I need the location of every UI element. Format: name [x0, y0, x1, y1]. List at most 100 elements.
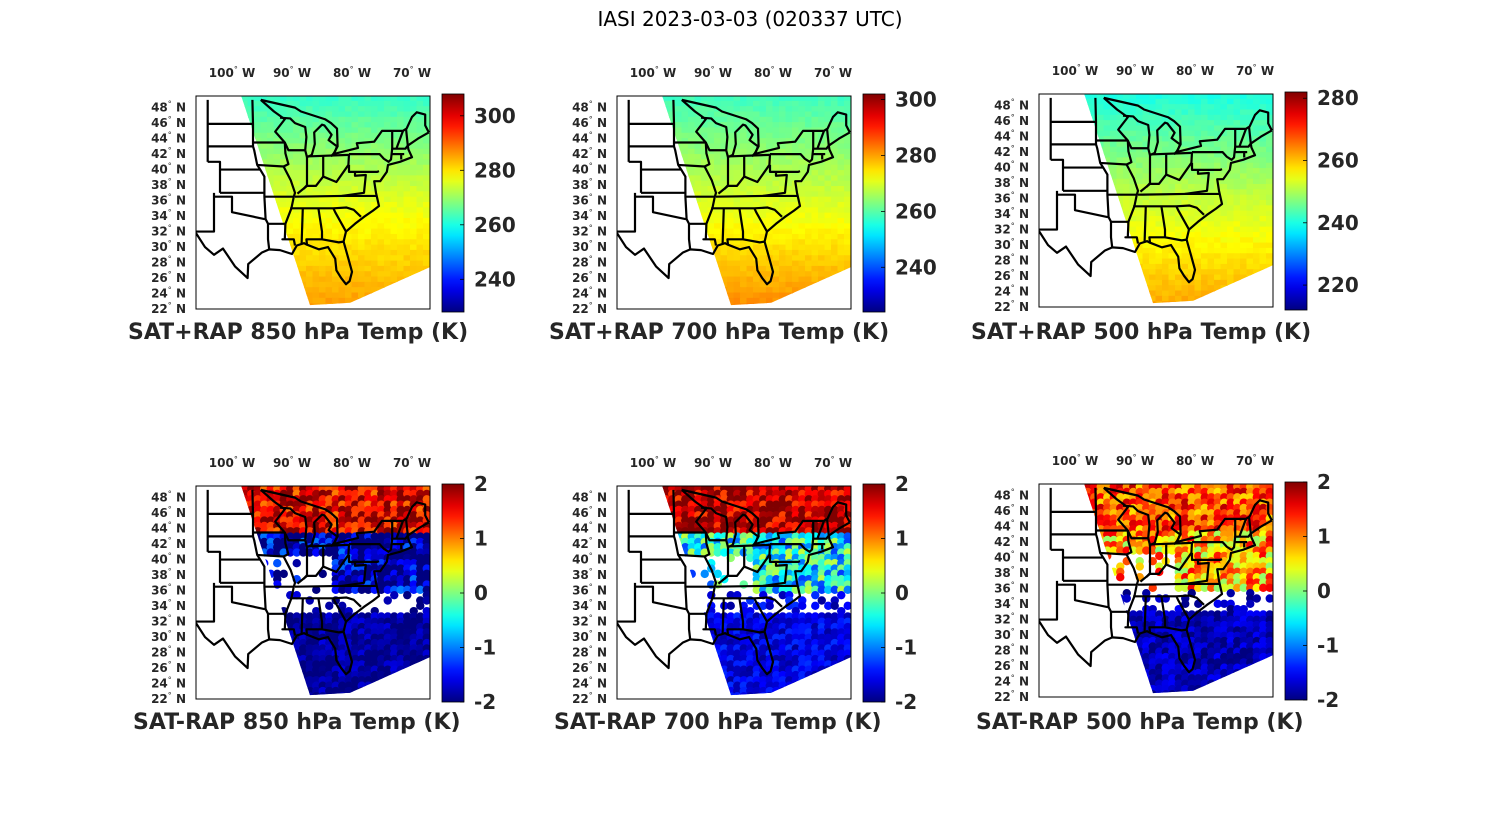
data-cell	[1233, 263, 1241, 271]
data-cell	[707, 287, 715, 294]
data-cell	[785, 96, 793, 102]
data-cell	[1207, 189, 1215, 196]
data-cell	[1266, 94, 1273, 100]
data-cell	[675, 100, 683, 108]
data-cell	[785, 170, 793, 177]
data-cell	[390, 191, 398, 198]
data-cell	[694, 233, 702, 241]
data-cell	[215, 149, 223, 155]
data-cell	[241, 170, 242, 177]
data-cell	[273, 297, 281, 305]
data-cell	[1142, 130, 1150, 138]
data-cell	[293, 217, 301, 225]
data-cell	[668, 96, 676, 102]
data-cell	[1123, 258, 1131, 265]
data-cell	[423, 281, 430, 289]
data-cell	[636, 207, 644, 213]
data-cell	[1097, 194, 1105, 201]
data-cell	[727, 170, 735, 177]
data-cell	[1207, 226, 1215, 233]
data-cell	[286, 287, 294, 294]
data-cell	[1071, 147, 1079, 153]
data-cell	[247, 106, 255, 113]
data-cell	[1246, 269, 1254, 276]
data-cell	[1103, 295, 1111, 303]
data-cell	[844, 223, 851, 230]
data-cell	[241, 281, 249, 289]
data-cell	[1233, 274, 1241, 281]
data-cell	[1097, 274, 1105, 281]
data-cell	[1240, 242, 1248, 249]
data-cell	[1097, 98, 1105, 106]
data-cell	[1168, 104, 1176, 111]
data-cell	[423, 271, 430, 278]
data-cell	[733, 154, 741, 161]
data-cell	[1162, 290, 1170, 297]
data-cell	[286, 154, 294, 161]
data-cell	[260, 154, 268, 161]
data-cell	[688, 164, 696, 172]
data-cell	[1149, 285, 1157, 292]
data-cell	[785, 164, 793, 172]
data-cell	[617, 202, 625, 208]
data-cell	[766, 292, 774, 299]
data-cell	[319, 217, 327, 225]
data-cell	[1039, 216, 1047, 222]
data-cell	[772, 148, 780, 156]
data-cell	[1058, 131, 1066, 137]
data-cell	[325, 132, 333, 140]
data-cell	[384, 175, 392, 182]
data-cell	[766, 186, 774, 193]
data-cell	[209, 277, 217, 283]
data-cell	[280, 196, 288, 203]
data-cell	[228, 229, 236, 235]
data-cell	[1045, 232, 1053, 238]
data-cell	[222, 277, 230, 283]
data-cell	[280, 202, 288, 209]
data-cell	[358, 116, 366, 124]
data-cell	[1162, 130, 1170, 138]
data-cell	[733, 191, 741, 198]
lat-tick-label: 36° N	[994, 191, 1029, 206]
data-cell	[792, 276, 800, 283]
data-cell	[293, 287, 301, 294]
data-cell	[260, 159, 268, 166]
data-cell	[837, 212, 845, 219]
data-cell	[286, 265, 294, 273]
data-cell	[397, 180, 405, 188]
data-cell	[630, 255, 638, 261]
data-cell	[397, 249, 405, 257]
data-cell	[1052, 136, 1060, 142]
data-cell	[766, 180, 774, 188]
data-cell	[792, 287, 800, 294]
data-cell	[668, 180, 676, 188]
data-cell	[649, 133, 657, 139]
data-cell	[1227, 104, 1235, 111]
data-cell	[1090, 237, 1098, 244]
data-cell	[423, 96, 430, 102]
data-point	[299, 548, 308, 557]
data-cell	[798, 143, 806, 150]
data-cell	[1136, 162, 1144, 170]
data-cell	[1116, 189, 1124, 196]
data-cell	[286, 239, 294, 246]
data-cell	[746, 159, 754, 166]
data-cell	[1246, 157, 1254, 164]
data-cell	[416, 276, 424, 283]
data-cell	[1175, 274, 1183, 281]
data-cell	[358, 164, 366, 172]
data-point	[241, 516, 249, 525]
data-cell	[267, 138, 275, 145]
data-cell	[707, 132, 715, 140]
data-cell	[772, 297, 780, 305]
data-cell	[371, 175, 379, 182]
data-cell	[1175, 178, 1183, 186]
data-cell	[1266, 263, 1273, 271]
data-cell	[753, 100, 761, 108]
data-cell	[818, 191, 826, 198]
data-cell	[293, 233, 301, 241]
data-cell	[740, 249, 748, 257]
data-cell	[1045, 269, 1053, 275]
data-cell	[241, 159, 249, 166]
data-cell	[714, 148, 722, 156]
